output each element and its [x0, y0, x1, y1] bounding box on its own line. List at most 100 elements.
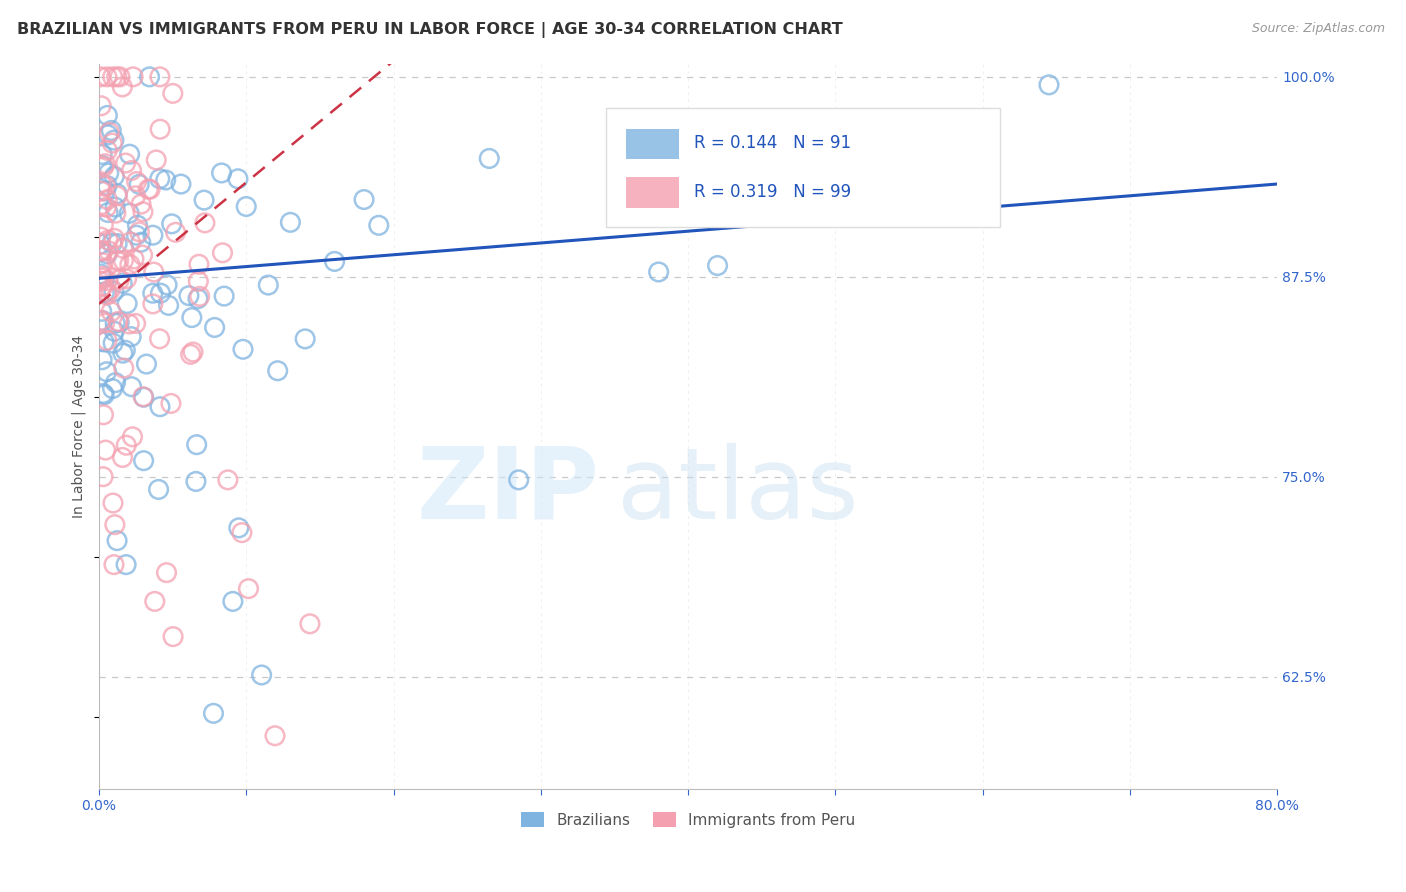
Point — [231, 525, 253, 540]
Point — [97, 205, 120, 219]
Point — [162, 630, 184, 644]
Point — [148, 483, 170, 497]
Point — [212, 289, 235, 303]
Point — [266, 364, 288, 378]
Point — [149, 286, 172, 301]
Point — [122, 252, 145, 266]
Point — [112, 253, 135, 268]
Point — [160, 396, 183, 410]
Point — [104, 517, 127, 532]
Point — [226, 171, 249, 186]
Point — [155, 173, 177, 187]
Point — [143, 594, 166, 608]
Point — [142, 297, 165, 311]
Point — [264, 729, 287, 743]
Point — [149, 171, 172, 186]
Point — [93, 388, 115, 402]
Point — [111, 79, 134, 94]
Point — [91, 469, 114, 483]
Point — [204, 320, 226, 334]
Point — [139, 182, 162, 196]
Point — [91, 197, 114, 211]
Point — [91, 386, 114, 401]
Point — [165, 225, 187, 239]
Point — [194, 216, 217, 230]
Point — [181, 345, 204, 359]
Point — [124, 317, 146, 331]
Point — [298, 616, 321, 631]
Point — [90, 313, 112, 327]
Point — [91, 256, 114, 270]
Point — [129, 197, 152, 211]
Point — [89, 267, 111, 281]
Point — [96, 285, 118, 299]
Point — [101, 336, 124, 351]
Point — [93, 278, 115, 293]
Point — [93, 285, 115, 300]
Point — [193, 193, 215, 207]
Point — [96, 288, 118, 302]
Point — [101, 382, 124, 396]
Text: BRAZILIAN VS IMMIGRANTS FROM PERU IN LABOR FORCE | AGE 30-34 CORRELATION CHART: BRAZILIAN VS IMMIGRANTS FROM PERU IN LAB… — [17, 22, 842, 38]
Point — [100, 123, 122, 137]
Point — [121, 163, 143, 178]
Point — [1038, 78, 1060, 92]
Point — [93, 316, 115, 330]
Point — [94, 184, 117, 198]
Point — [280, 215, 302, 229]
Point — [187, 292, 209, 306]
Point — [228, 521, 250, 535]
Point — [128, 178, 150, 192]
Point — [96, 200, 118, 214]
Point — [112, 361, 135, 376]
Point — [142, 228, 165, 243]
Point — [186, 438, 208, 452]
Point — [177, 288, 200, 302]
Point — [96, 144, 118, 158]
Point — [115, 558, 138, 572]
Point — [367, 219, 389, 233]
Point — [90, 244, 112, 259]
Point — [294, 332, 316, 346]
Point — [120, 329, 142, 343]
Point — [96, 178, 118, 193]
Point — [170, 177, 193, 191]
Point — [125, 228, 148, 243]
Point — [111, 277, 134, 291]
Point — [128, 225, 150, 239]
Point — [93, 334, 115, 349]
Point — [94, 443, 117, 458]
Point — [96, 108, 118, 122]
Point — [118, 147, 141, 161]
Point — [97, 244, 120, 258]
Point — [111, 346, 134, 360]
Point — [180, 310, 202, 325]
Point — [136, 182, 159, 196]
Bar — [626, 178, 679, 208]
Point — [132, 204, 155, 219]
Point — [91, 271, 114, 285]
Point — [132, 390, 155, 404]
Point — [149, 122, 172, 136]
Point — [103, 285, 125, 299]
Point — [103, 169, 125, 184]
Point — [108, 273, 131, 287]
Point — [127, 218, 149, 232]
Point — [250, 668, 273, 682]
Point — [142, 265, 165, 279]
Point — [101, 70, 124, 84]
Point — [90, 184, 112, 198]
Point — [107, 314, 129, 328]
Point — [180, 347, 202, 361]
Point — [96, 334, 118, 348]
Point — [114, 156, 136, 170]
Point — [89, 274, 111, 288]
Point — [120, 235, 142, 249]
Point — [155, 566, 177, 580]
Point — [157, 298, 180, 312]
Point — [232, 343, 254, 357]
Point — [111, 450, 134, 465]
Point — [118, 317, 141, 331]
Point — [111, 241, 134, 255]
Point — [121, 430, 143, 444]
